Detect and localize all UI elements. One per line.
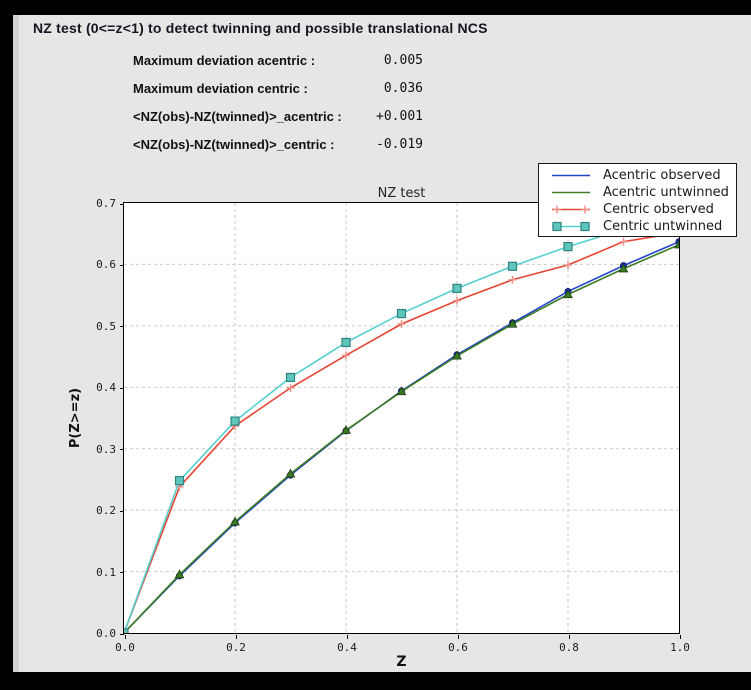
x-axis-label: Z [396, 654, 407, 670]
y-tick-label: 0.3 [96, 442, 116, 456]
y-tick-label: 0.7 [96, 197, 116, 210]
chart-title: NZ test [377, 186, 426, 201]
y-axis-label: P(Z>=z) [68, 387, 83, 449]
stat-label: Maximum deviation acentric : [133, 53, 316, 68]
x-tick-label: 0.0 [115, 641, 135, 654]
y-tick-mark [120, 264, 124, 266]
y-tick-label: 0.0 [96, 627, 116, 640]
legend-item: Acentric untwinned [549, 184, 736, 201]
legend-item: Acentric observed [549, 167, 736, 184]
x-tick-mark [124, 635, 126, 639]
stat-label: <NZ(obs)-NZ(twinned)>_acentric : [133, 109, 342, 124]
page-title: NZ test (0<=z<1) to detect twinning and … [33, 20, 488, 36]
y-tick-label: 0.5 [96, 319, 116, 333]
stat-row: <NZ(obs)-NZ(twinned)>_centric : -0.019 [133, 137, 423, 153]
stat-row: <NZ(obs)-NZ(twinned)>_acentric : +0.001 [133, 109, 423, 125]
legend-line-swatch [552, 174, 590, 177]
legend: Acentric observed Acentric untwinned Centr… [538, 163, 737, 237]
plot-area [123, 202, 680, 634]
stat-label: <NZ(obs)-NZ(twinned)>_centric : [133, 137, 335, 152]
x-tick-mark [346, 635, 348, 639]
x-tick-label: 1.0 [670, 641, 690, 654]
x-tick-label: 0.4 [337, 641, 357, 654]
stat-value: 0.005 [383, 53, 423, 68]
stat-row: Maximum deviation centric : 0.036 [133, 81, 423, 97]
y-tick-mark [120, 510, 124, 512]
y-tick-label: 0.2 [96, 504, 116, 518]
panel-left-shade [13, 15, 19, 672]
y-tick-mark [120, 387, 124, 389]
y-tick-mark [120, 203, 124, 205]
plot-canvas [124, 203, 679, 633]
x-tick-label: 0.2 [226, 641, 246, 654]
y-tick-label: 0.4 [96, 381, 116, 395]
y-tick-label: 0.1 [96, 565, 116, 579]
legend-line-swatch [552, 221, 590, 232]
report-panel: NZ test (0<=z<1) to detect twinning and … [13, 15, 751, 672]
y-tick-mark [120, 326, 124, 328]
stat-row: Maximum deviation acentric : 0.005 [133, 53, 423, 69]
x-tick-mark [679, 635, 681, 639]
stat-value: 0.036 [383, 81, 423, 96]
legend-label: Acentric untwinned [603, 185, 729, 200]
stat-value: -0.019 [376, 137, 423, 152]
y-tick-mark [120, 633, 124, 635]
legend-line-swatch [552, 191, 590, 194]
x-tick-label: 0.6 [448, 641, 468, 654]
y-tick-label: 0.6 [96, 258, 116, 272]
legend-item: Centric untwinned [549, 218, 736, 235]
x-tick-mark [235, 635, 237, 639]
legend-item: Centric observed [549, 201, 736, 218]
legend-line-swatch [552, 205, 590, 214]
x-tick-mark [568, 635, 570, 639]
y-tick-mark [120, 572, 124, 574]
stat-value: +0.001 [376, 109, 423, 124]
y-tick-mark [120, 449, 124, 451]
stat-label: Maximum deviation centric : [133, 81, 308, 96]
x-tick-label: 0.8 [559, 641, 579, 654]
x-tick-mark [457, 635, 459, 639]
legend-label: Acentric observed [603, 168, 721, 183]
legend-label: Centric untwinned [603, 219, 723, 234]
legend-label: Centric observed [603, 202, 714, 217]
